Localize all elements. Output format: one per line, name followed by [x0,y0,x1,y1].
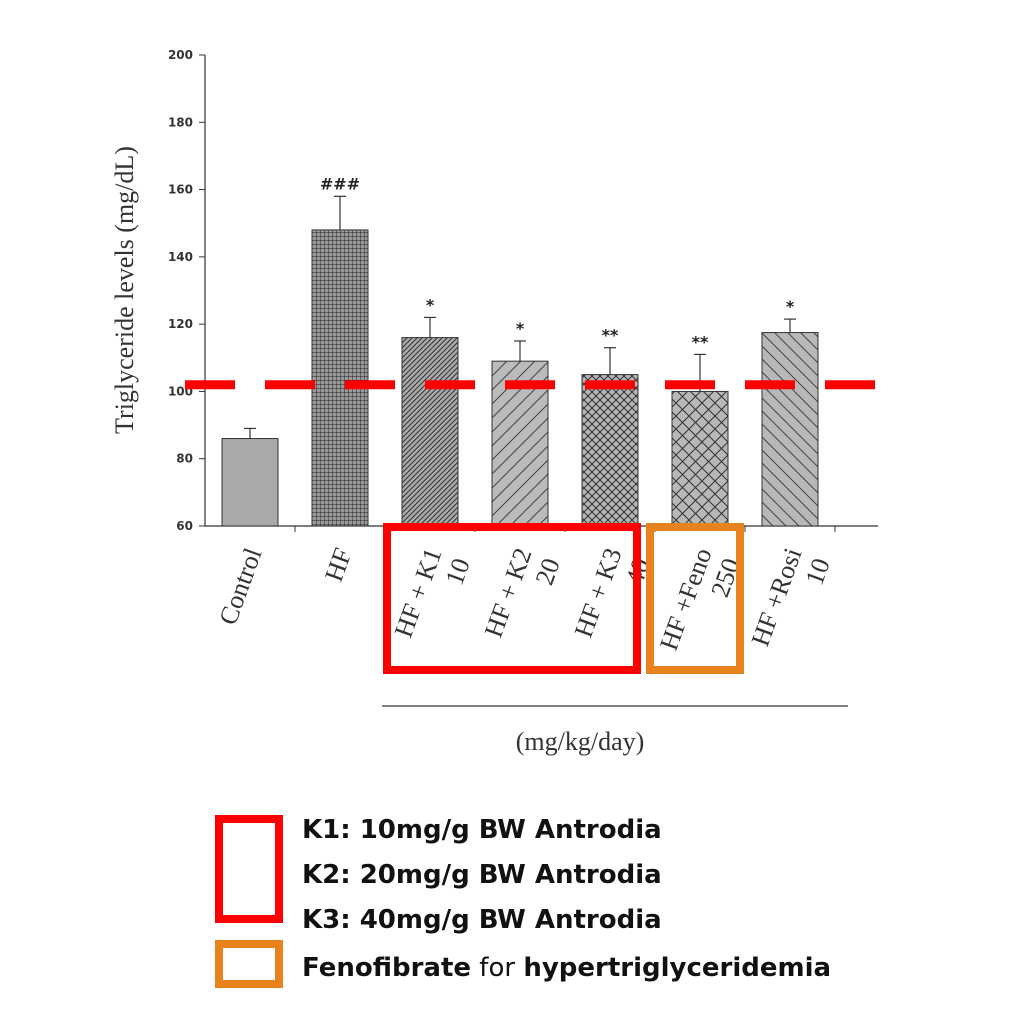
bars [221,229,819,527]
bar-2 [401,337,459,527]
significance-mark: * [786,297,795,316]
legend-text-segment: hypertriglyceridemia [523,953,831,983]
x-tick-label-line1: HF +Feno [654,544,718,654]
y-tick-label: 120 [168,317,193,331]
y-tick-label: 200 [168,48,193,62]
legend-line: K2: 20mg/g BW Antrodia [302,860,662,890]
highlight-boxes [383,523,744,674]
significance-mark: ** [692,332,709,351]
x-tick-label-line1: Control [213,544,267,629]
y-tick-label: 160 [168,183,193,197]
x-label-1: HF [319,544,358,585]
x-tick-label-line1: HF +Rosi [745,544,807,650]
x-tick-label-line1: HF + K2 [479,544,538,641]
bar-5 [671,390,729,527]
bar-0 [221,438,279,527]
highlight-box-fenofibrate [646,523,744,674]
significance-mark: * [516,319,525,338]
y-tick-label: 140 [168,250,193,264]
x-label-0: Control [213,544,267,629]
legend-text-segment: for [471,953,523,983]
y-tick-label: 60 [176,519,193,533]
significance-mark: * [426,295,435,314]
legend-line: Fenofibrate for hypertriglyceridemia [302,953,831,983]
legend-line: K1: 10mg/g BW Antrodia [302,815,662,845]
legend-text-segment: Fenofibrate [302,953,471,983]
significance-marks: ###** ** *** [320,174,795,351]
bar-1 [311,229,369,527]
error-bars [244,195,796,439]
legend-text-segment: K3: 40mg/g BW Antrodia [302,905,662,935]
significance-mark: ** [602,326,619,345]
y-axis-title: Triglyceride levels (mg/dL) [110,146,139,434]
x-axis-unit-label: (mg/kg/day) [516,727,645,756]
x-tick-label-line1: HF [319,544,358,585]
legend-line: K3: 40mg/g BW Antrodia [302,905,662,935]
x-tick-label-line1: HF + K1 [389,544,448,641]
x-tick-label-line1: HF + K3 [569,544,628,641]
bar-4 [581,374,639,527]
legend-text-segment: K2: 20mg/g BW Antrodia [302,860,662,890]
significance-mark: ### [320,174,360,193]
bar-6 [761,332,819,527]
legend: K1: 10mg/g BW Antrodia K2: 20mg/g BW Antr… [215,815,831,988]
y-tick-label: 180 [168,115,193,129]
legend-text-segment: K1: 10mg/g BW Antrodia [302,815,662,845]
y-tick-label: 80 [176,452,193,466]
highlight-box-antrodia [383,523,641,674]
legend-swatch-fenofibrate [215,940,283,988]
legend-swatch-antrodia [215,815,283,923]
